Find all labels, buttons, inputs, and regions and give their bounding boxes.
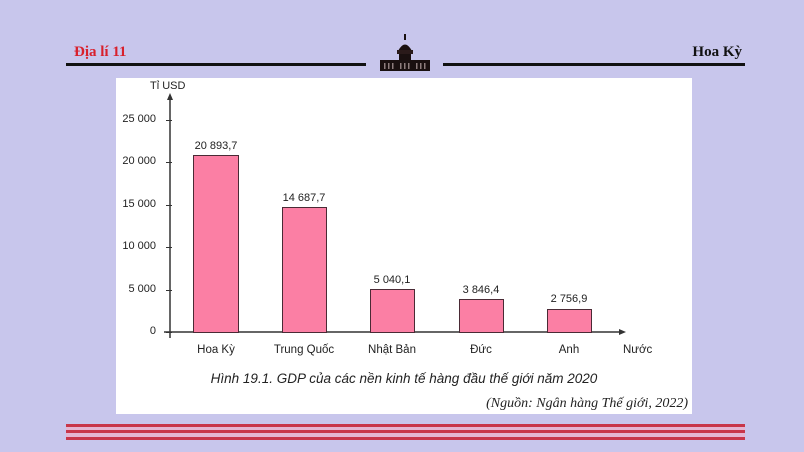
y-tick-label: 0 — [149, 325, 156, 337]
x-axis-label: Nước — [623, 344, 653, 356]
y-tick — [166, 332, 172, 333]
header-rule-left — [66, 63, 366, 66]
x-category-label: Nhật Bản — [368, 344, 416, 356]
y-tick-label: 15 000 — [122, 198, 156, 210]
footer-stripe — [66, 424, 745, 427]
subject-title: Địa lí 11 — [74, 44, 127, 60]
y-tick — [166, 120, 172, 121]
footer-stripe — [66, 437, 745, 440]
capitol-building-icon — [380, 34, 430, 71]
y-tick-label: 20 000 — [122, 155, 156, 167]
footer-stripe — [66, 430, 745, 433]
y-tick — [166, 247, 172, 248]
x-category-label: Anh — [558, 344, 580, 356]
bar-hoa-ky — [193, 155, 239, 333]
bar-value-label: 20 893,7 — [194, 140, 238, 152]
chart-source: (Nguồn: Ngân hàng Thế giới, 2022) — [486, 396, 688, 411]
bar-value-label: 14 687,7 — [282, 192, 326, 204]
bar-duc — [459, 299, 504, 333]
y-tick — [166, 205, 172, 206]
bar-value-label: 3 846,4 — [462, 284, 500, 296]
bar-anh — [547, 309, 592, 333]
x-category-label: Đức — [470, 344, 492, 356]
y-tick-label: 25 000 — [122, 113, 156, 125]
header-rule-right — [443, 63, 745, 66]
x-category-label: Trung Quốc — [273, 344, 335, 356]
y-tick — [166, 290, 172, 291]
x-category-label: Hoa Kỳ — [197, 344, 235, 356]
chart-panel: Tỉ USD 0 5 000 10 000 15 000 20 000 25 0… — [116, 78, 692, 414]
chart-caption: Hình 19.1. GDP của các nền kinh tế hàng … — [210, 371, 598, 386]
y-tick-label: 10 000 — [122, 240, 156, 252]
y-tick — [166, 162, 172, 163]
bar-nhat-ban — [370, 289, 415, 333]
lesson-title: Hoa Kỳ — [692, 44, 742, 60]
bar-value-label: 5 040,1 — [373, 274, 411, 286]
bar-trung-quoc — [282, 207, 327, 333]
bar-value-label: 2 756,9 — [550, 293, 588, 305]
y-axis-label: Tỉ USD — [150, 80, 186, 92]
y-tick-label: 5 000 — [128, 283, 156, 295]
